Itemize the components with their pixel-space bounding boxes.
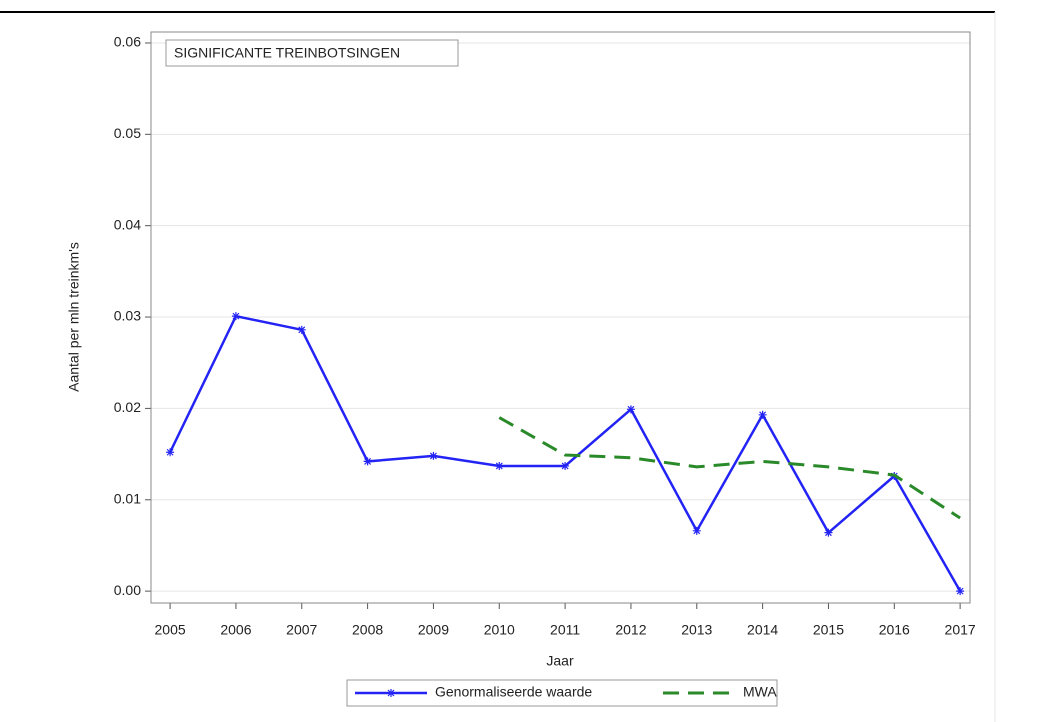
marker [824,528,833,537]
marker [297,325,306,334]
y-tick-label: 0.05 [114,125,141,141]
legend-label: Genormaliseerde waarde [435,684,592,700]
x-tick-label: 2007 [286,622,317,638]
x-axis-label: Jaar [546,653,574,669]
y-axis-label: Aantal per mln treinkm's [66,242,82,392]
x-tick-label: 2015 [813,622,844,638]
marker [758,410,767,419]
x-tick-label: 2017 [945,622,976,638]
marker [231,312,240,321]
legend-label: MWA [743,684,777,700]
marker [495,461,504,470]
marker [956,587,965,596]
x-tick-label: 2011 [550,622,580,638]
x-tick-label: 2006 [220,622,251,638]
y-tick-label: 0.02 [114,399,141,415]
y-tick-label: 0.01 [114,490,141,506]
marker [561,461,570,470]
marker [166,448,175,457]
x-tick-label: 2014 [747,622,778,638]
plot-frame [150,31,971,604]
x-tick-label: 2010 [484,622,515,638]
marker [626,405,635,414]
annotation: SIGNIFICANTE TREINBOTSINGEN [174,45,400,61]
marker [363,457,372,466]
marker [387,689,395,697]
marker [429,451,438,460]
x-tick-label: 2008 [352,622,383,638]
x-tick-label: 2005 [155,622,186,638]
x-tick-label: 2016 [879,622,910,638]
series-line [498,416,961,520]
y-tick-label: 0.04 [114,216,141,232]
marker [692,526,701,535]
y-tick-label: 0.03 [114,308,141,324]
y-tick-label: 0.06 [114,34,141,50]
x-tick-label: 2012 [615,622,646,638]
x-tick-label: 2013 [681,622,712,638]
y-tick-label: 0.00 [114,582,141,598]
annotation-box [165,39,459,67]
x-tick-label: 2009 [418,622,449,638]
